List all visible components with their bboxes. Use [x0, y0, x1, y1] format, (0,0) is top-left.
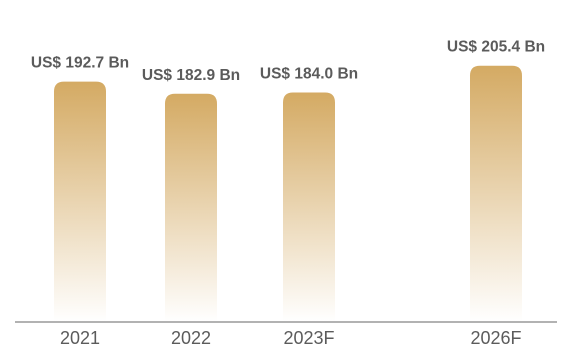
x-tick-label-2026f: 2026F: [470, 328, 521, 348]
bar-2022: [165, 93, 217, 322]
data-label-2026f: US$ 205.4 Bn: [447, 39, 545, 56]
data-label-2021: US$ 192.7 Bn: [31, 55, 129, 72]
x-tick-label-2023f: 2023F: [283, 328, 334, 348]
data-label-2023f: US$ 184.0 Bn: [260, 65, 358, 82]
x-tick-label-2022: 2022: [171, 328, 211, 348]
bar-2026f: [470, 65, 522, 322]
data-labels-group: US$ 192.7 Bn US$ 182.9 Bn US$ 184.0 Bn US$ …: [31, 39, 545, 84]
x-tick-label-2021: 2021: [60, 328, 100, 348]
data-label-2022: US$ 182.9 Bn: [142, 67, 240, 84]
bars-group: [54, 65, 522, 323]
bar-2021: [54, 81, 106, 323]
bar-2023f: [283, 92, 335, 322]
x-tick-labels-group: 2021 2022 2023F 2026F: [60, 328, 522, 348]
